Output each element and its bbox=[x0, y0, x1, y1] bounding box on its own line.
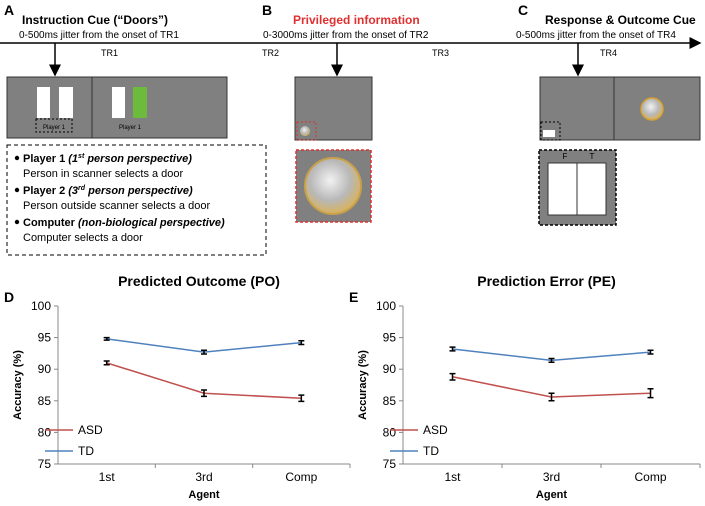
tr-label: TR1 bbox=[101, 48, 118, 58]
chart-title: Prediction Error (PE) bbox=[477, 273, 615, 289]
panel-letter: D bbox=[4, 289, 14, 305]
x-axis-label: Agent bbox=[536, 489, 568, 501]
conditions: Player 1 (1st person perspective) Person … bbox=[14, 153, 225, 244]
y-tick-label: 75 bbox=[383, 457, 397, 471]
panel-letter: C bbox=[518, 2, 528, 18]
legend-label: TD bbox=[423, 444, 439, 458]
x-axis-label: Agent bbox=[188, 489, 220, 501]
error-bar bbox=[298, 394, 305, 403]
condition-title: Player 1 (1st person perspective) bbox=[23, 153, 192, 165]
panel-title: Privileged information bbox=[293, 13, 420, 27]
bullet bbox=[14, 219, 20, 225]
zoom-box bbox=[540, 121, 561, 141]
x-tick-label: 3rd bbox=[195, 470, 212, 484]
condition-description: Person in scanner selects a door bbox=[23, 168, 184, 180]
error-bar bbox=[647, 388, 654, 399]
response-label: T bbox=[590, 152, 595, 161]
y-tick-label: 80 bbox=[383, 425, 397, 439]
jitter-text: 0-3000ms jitter from the onset of TR2 bbox=[263, 30, 429, 41]
door bbox=[112, 87, 125, 118]
legend-label: ASD bbox=[78, 423, 103, 437]
error-bar bbox=[201, 349, 207, 355]
legend-label: ASD bbox=[423, 423, 448, 437]
error-bar bbox=[647, 349, 654, 355]
y-tick-label: 85 bbox=[38, 394, 52, 408]
condition-perspective: person perspective) bbox=[84, 153, 192, 165]
panel-title: Response & Outcome Cue bbox=[545, 13, 696, 27]
condition-name: Player 1 bbox=[23, 153, 65, 165]
jitter-text: 0-500ms jitter from the onset of TR1 bbox=[19, 30, 179, 41]
response-label: F bbox=[563, 152, 568, 161]
panel-letter: A bbox=[4, 2, 14, 18]
condition-perspective: (1 bbox=[68, 153, 78, 165]
x-tick-label: Comp bbox=[634, 470, 666, 484]
error-bar bbox=[298, 340, 305, 346]
tr-label: TR2 bbox=[262, 48, 279, 58]
legend-label: TD bbox=[78, 444, 94, 458]
y-tick-label: 90 bbox=[38, 362, 52, 376]
tr-label: TR4 bbox=[600, 48, 617, 58]
condition-name: Computer bbox=[23, 217, 76, 229]
error-bar bbox=[548, 357, 555, 363]
jitter-text: 0-500ms jitter from the onset of TR4 bbox=[516, 30, 676, 41]
condition-description: Person outside scanner selects a door bbox=[23, 200, 210, 212]
x-tick-label: 1st bbox=[444, 470, 461, 484]
condition-perspective: (3 bbox=[68, 185, 78, 197]
door bbox=[37, 87, 50, 118]
error-bar bbox=[449, 372, 456, 381]
panel-letter: E bbox=[349, 289, 358, 305]
coin bbox=[640, 97, 664, 121]
door bbox=[59, 87, 73, 118]
x-tick-label: 1st bbox=[99, 470, 116, 484]
y-tick-label: 80 bbox=[38, 425, 52, 439]
y-tick-label: 90 bbox=[383, 362, 397, 376]
condition-perspective: person perspective) bbox=[85, 185, 193, 197]
y-axis-label: Accuracy (%) bbox=[357, 350, 369, 420]
y-tick-label: 75 bbox=[38, 457, 52, 471]
conditions-box bbox=[6, 144, 267, 256]
y-tick-label: 100 bbox=[376, 299, 396, 313]
condition-perspective: st bbox=[78, 153, 85, 160]
tr-label: TR3 bbox=[432, 48, 449, 58]
x-tick-label: 3rd bbox=[543, 470, 560, 484]
zoom-box bbox=[296, 121, 317, 141]
coin bbox=[300, 126, 310, 136]
response-mini bbox=[543, 130, 555, 137]
condition-title: Computer (non-biological perspective) bbox=[23, 217, 225, 229]
condition-perspective: rd bbox=[78, 185, 86, 192]
condition-name: Player 2 bbox=[23, 185, 65, 197]
condition-perspective: (non-biological perspective) bbox=[78, 217, 225, 229]
x-tick-label: Comp bbox=[285, 470, 317, 484]
screen bbox=[539, 76, 701, 141]
y-axis-label: Accuracy (%) bbox=[12, 350, 24, 420]
screen-label: Player 1 bbox=[43, 125, 66, 131]
bullet bbox=[14, 187, 20, 193]
y-tick-label: 100 bbox=[31, 299, 51, 313]
bullet bbox=[14, 155, 20, 161]
y-tick-label: 95 bbox=[38, 331, 52, 345]
panel-title: Instruction Cue (“Doors”) bbox=[22, 13, 168, 27]
screen-label: Player 1 bbox=[119, 125, 142, 131]
error-bar bbox=[449, 346, 456, 352]
error-bar bbox=[103, 336, 110, 341]
chart-title: Predicted Outcome (PO) bbox=[118, 273, 280, 289]
condition-title: Player 2 (3rd person perspective) bbox=[23, 185, 193, 197]
player-box bbox=[35, 118, 73, 133]
door-selected bbox=[133, 87, 147, 118]
error-bar bbox=[201, 389, 207, 398]
y-tick-label: 85 bbox=[383, 394, 397, 408]
coin bbox=[304, 157, 362, 215]
error-bar bbox=[103, 360, 110, 366]
error-bar bbox=[548, 392, 555, 402]
y-tick-label: 95 bbox=[383, 331, 397, 345]
condition-description: Computer selects a door bbox=[23, 232, 143, 244]
panel-letter: B bbox=[262, 2, 272, 18]
